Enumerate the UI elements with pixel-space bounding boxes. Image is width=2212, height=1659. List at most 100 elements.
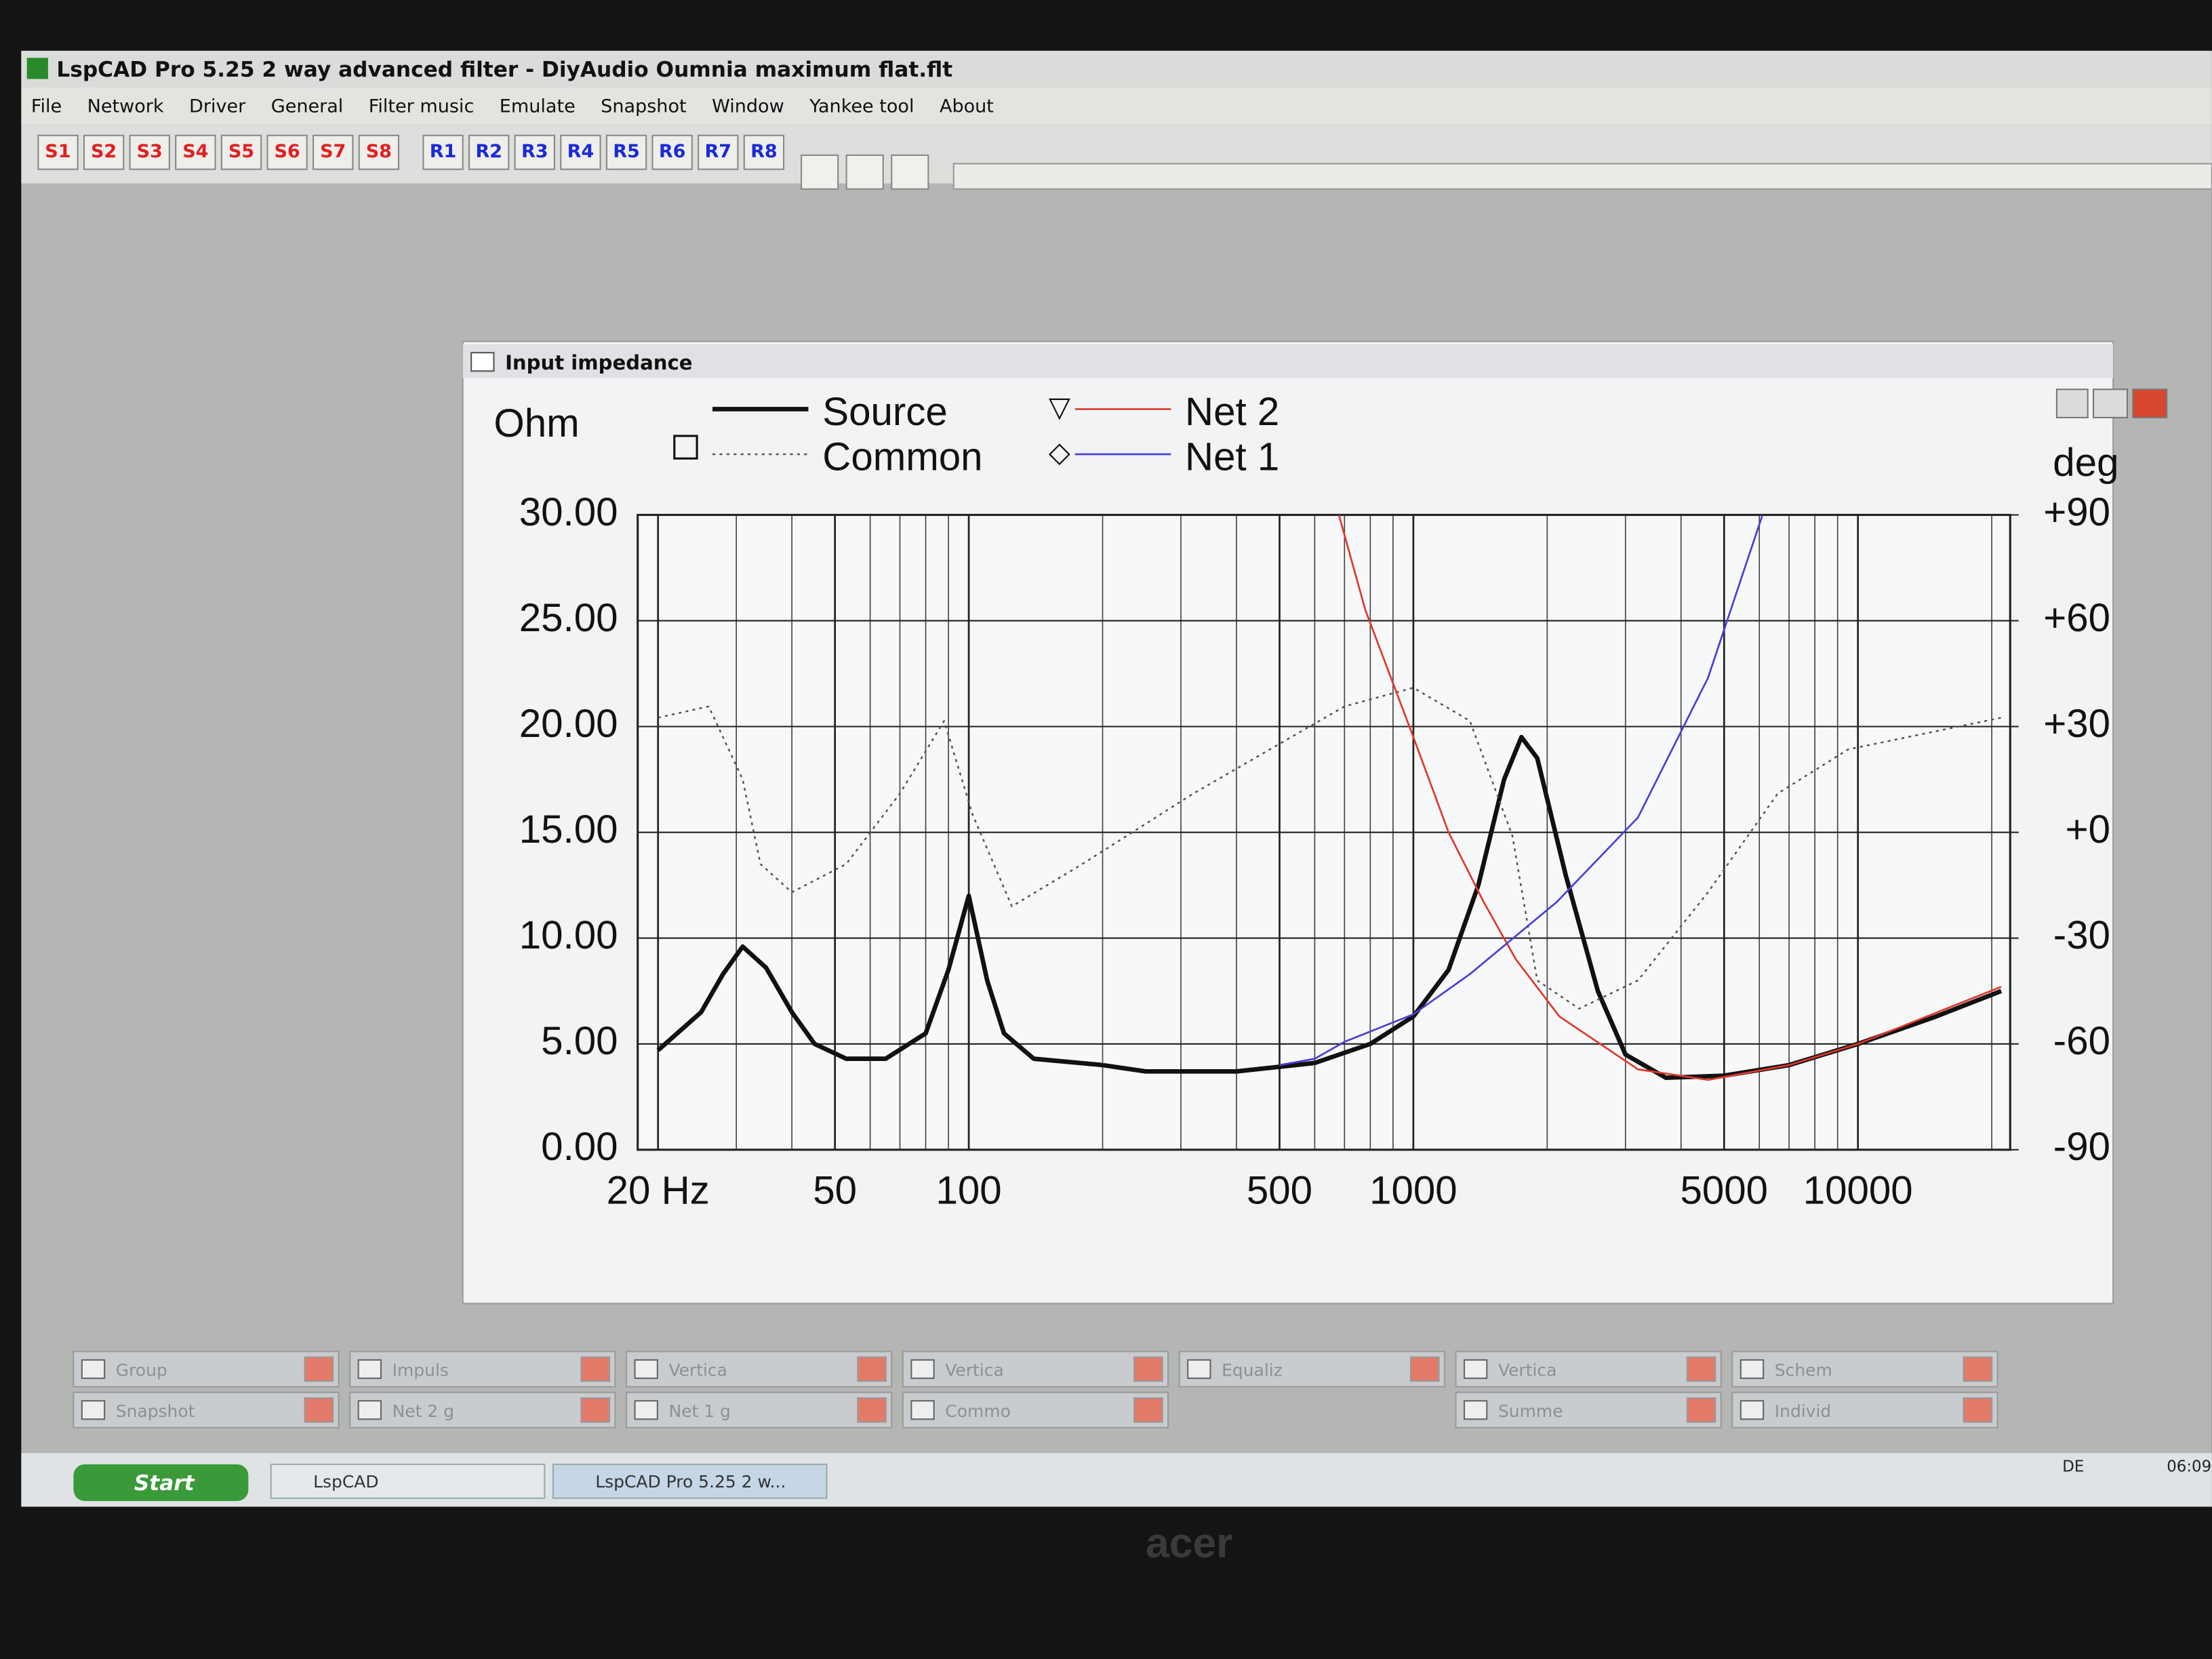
menu-item[interactable]: Driver (189, 96, 246, 117)
toolbar-button[interactable] (468, 134, 510, 170)
minimized-window[interactable] (1178, 1351, 1445, 1388)
toolbar-button-label: R3 (521, 141, 548, 162)
toolbar-button[interactable] (605, 134, 647, 170)
toolbar-button[interactable] (175, 134, 216, 170)
minimize-button[interactable] (2055, 388, 2089, 418)
minimized-window-title: Equaliz (1222, 1361, 1283, 1380)
start-label: Start (134, 1471, 195, 1496)
menu-item[interactable]: About (940, 96, 994, 117)
toolbar-button-label: R7 (704, 141, 731, 162)
minimized-icon (1740, 1359, 1765, 1379)
x-tick-label: 5000 (1680, 1169, 1768, 1213)
minimized-close[interactable] (857, 1397, 887, 1423)
minimized-close[interactable] (1686, 1356, 1716, 1382)
menu-item[interactable]: Filter music (369, 96, 475, 117)
series-line (658, 687, 2002, 1010)
minimized-icon (1463, 1359, 1488, 1379)
y-tick-label: 25.00 (519, 596, 618, 640)
child-window-buttons (2055, 388, 2168, 418)
minimized-window[interactable] (349, 1391, 616, 1428)
legend-label: Source (822, 390, 948, 434)
toolbar-button-label: S6 (274, 141, 300, 162)
minimized-window[interactable] (902, 1351, 1169, 1388)
menu-item[interactable]: Window (712, 96, 784, 117)
menu-item[interactable]: Network (87, 96, 164, 117)
y2-tick-label: +30 (2043, 702, 2110, 746)
minimized-window[interactable] (1455, 1391, 1722, 1428)
toolbar-button[interactable] (129, 134, 170, 170)
start-button[interactable] (73, 1464, 249, 1501)
menu-item[interactable]: File (31, 96, 62, 117)
minimized-close[interactable] (857, 1356, 887, 1382)
toolbar-button[interactable] (313, 134, 354, 170)
menu-item[interactable]: Yankee tool (809, 96, 914, 117)
toolbar-button[interactable] (698, 134, 739, 170)
minimized-close[interactable] (580, 1397, 611, 1423)
window-title: LspCAD Pro 5.25 2 way advanced filter - … (56, 58, 952, 82)
menu-item[interactable]: General (271, 96, 344, 117)
toolbar-button[interactable] (358, 134, 400, 170)
y2-tick-label: -60 (2053, 1019, 2110, 1063)
toolbar-button[interactable] (266, 134, 308, 170)
toolbar-button[interactable] (37, 134, 79, 170)
child-title-bar (462, 344, 2114, 378)
close-button[interactable] (2132, 388, 2168, 418)
y2-tick-label: -90 (2053, 1125, 2110, 1169)
taskbar-item[interactable] (552, 1463, 828, 1499)
minimized-window-title: Group (116, 1361, 167, 1380)
minimized-window[interactable] (73, 1391, 340, 1428)
toolbar-button-label: S2 (91, 141, 117, 162)
minimized-window[interactable] (1455, 1351, 1722, 1388)
minimized-window-title: Vertica (945, 1361, 1003, 1380)
minimized-icon (910, 1400, 935, 1420)
taskbar-item[interactable] (270, 1463, 546, 1499)
minimized-icon (357, 1359, 382, 1379)
y-tick-label: 10.00 (519, 913, 618, 957)
minimized-close[interactable] (1963, 1356, 1993, 1382)
toolbar-button[interactable] (743, 134, 785, 170)
minimized-window[interactable] (349, 1351, 616, 1388)
minimized-window[interactable] (625, 1351, 893, 1388)
minimized-window[interactable] (1731, 1351, 1998, 1388)
minimized-icon (1740, 1400, 1765, 1420)
toolbar-button[interactable] (83, 134, 125, 170)
y2-tick-label: -30 (2053, 913, 2110, 957)
toolbar-button[interactable] (422, 134, 464, 170)
toolbar-button-label: S4 (182, 141, 208, 162)
menu-item[interactable]: Snapshot (601, 96, 686, 117)
minimized-close[interactable] (1963, 1397, 1993, 1423)
y-axis-label: Ohm (494, 401, 579, 445)
minimized-close[interactable] (1133, 1356, 1163, 1382)
minimized-window-title: Individ (1775, 1401, 1832, 1421)
legend-marker-box (673, 435, 698, 460)
maximize-button[interactable] (2093, 388, 2129, 418)
chart: 20 Hz 50 100 500 1000 5000 10000 0.00 5.00 10.00 1… (494, 390, 2118, 1213)
toolbar-button[interactable] (220, 134, 262, 170)
minimized-close[interactable] (580, 1356, 611, 1382)
minimized-window-title: Net 2 g (393, 1401, 454, 1421)
toolbar-button[interactable] (514, 134, 555, 170)
plot-lines (656, 515, 2003, 1081)
minimized-window[interactable] (902, 1391, 1169, 1428)
toolbar-button-label: R1 (430, 141, 457, 162)
minimized-close[interactable] (304, 1397, 334, 1423)
minimized-close[interactable] (1133, 1397, 1163, 1423)
minimized-windows: Group Impuls Vertica Vertica Equaliz Vertica S… (73, 1351, 1998, 1428)
menu-item[interactable]: Emulate (500, 96, 576, 117)
y2-tick-label: +60 (2043, 596, 2110, 640)
minimized-window[interactable] (625, 1391, 893, 1428)
minimized-close[interactable] (1686, 1397, 1716, 1423)
minimized-close[interactable] (1409, 1356, 1440, 1382)
y2-axis-label: deg (2053, 441, 2118, 485)
minimized-icon (634, 1400, 658, 1420)
toolbar-button[interactable] (560, 134, 601, 170)
toolbar-button-label: S8 (366, 141, 392, 162)
minimized-window[interactable] (73, 1351, 340, 1388)
toolbar-button-label: R2 (475, 141, 502, 162)
toolbar-button[interactable] (651, 134, 693, 170)
minimized-close[interactable] (304, 1356, 334, 1382)
legend-label: Net 2 (1185, 390, 1279, 434)
minimized-window[interactable] (1731, 1391, 1998, 1428)
